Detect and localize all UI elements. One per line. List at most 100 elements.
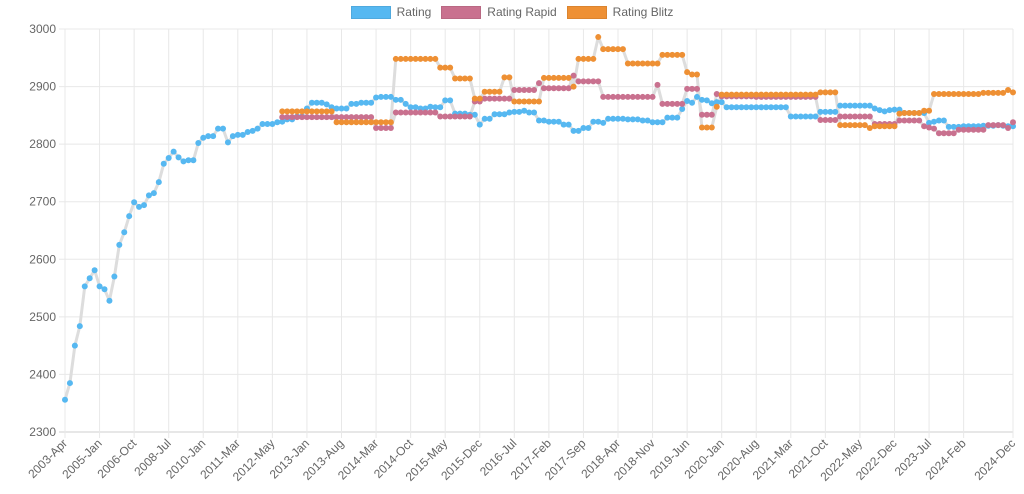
data-point-rating-blitz: [980, 89, 987, 96]
data-point-rating: [71, 342, 78, 349]
data-point-rating-blitz: [368, 119, 375, 126]
data-point-rating-rapid: [847, 113, 854, 120]
data-point-rating: [481, 115, 488, 122]
data-point-rating-blitz: [916, 110, 923, 117]
data-point-rating-blitz: [876, 123, 883, 130]
data-point-rating-rapid: [452, 113, 459, 120]
data-point-rating-blitz: [698, 124, 705, 131]
data-point-rating-rapid: [866, 113, 873, 120]
data-point-rating-rapid: [896, 117, 903, 124]
data-point-rating: [674, 114, 681, 121]
legend-item-rating-rapid[interactable]: Rating Rapid: [441, 5, 557, 19]
data-point-rating: [86, 275, 93, 282]
data-point-rating-blitz: [550, 74, 557, 81]
data-point-rating: [560, 121, 567, 128]
data-point-rating: [629, 116, 636, 123]
data-point-rating-blitz: [442, 64, 449, 71]
data-point-rating-blitz: [412, 55, 419, 62]
data-point-rating: [881, 108, 888, 115]
data-point-rating-blitz: [397, 55, 404, 62]
data-point-rating: [180, 158, 187, 165]
data-point-rating-rapid: [323, 114, 330, 121]
data-point-rating: [81, 283, 88, 290]
data-point-rating-blitz: [466, 75, 473, 82]
data-point-rating-rapid: [545, 85, 552, 92]
data-point-rating-rapid: [516, 87, 523, 94]
legend-label: Rating Blitz: [612, 5, 674, 19]
data-point-rating-rapid: [590, 78, 597, 85]
data-point-rating-blitz: [313, 108, 320, 115]
y-tick-label: 2400: [29, 367, 56, 381]
data-point-rating-blitz: [703, 124, 710, 131]
data-point-rating-blitz: [452, 75, 459, 82]
data-point-rating: [575, 127, 582, 134]
data-point-rating-blitz: [353, 119, 360, 126]
data-point-rating-blitz: [837, 122, 844, 129]
data-point-rating: [66, 380, 73, 387]
data-point-rating: [526, 109, 533, 116]
data-point-rating: [274, 119, 281, 126]
data-point-rating-rapid: [368, 114, 375, 121]
data-point-rating: [229, 133, 236, 140]
data-point-rating-blitz: [832, 89, 839, 96]
data-point-rating-blitz: [619, 46, 626, 53]
data-point-rating-blitz: [382, 119, 389, 126]
data-point-rating-blitz: [471, 95, 478, 102]
data-point-rating-rapid: [861, 113, 868, 120]
data-point-rating-blitz: [881, 123, 888, 130]
data-point-rating-blitz: [303, 108, 310, 115]
data-point-rating-blitz: [787, 91, 794, 98]
data-point-rating: [669, 114, 676, 121]
y-tick-label: 2300: [29, 425, 56, 439]
data-point-rating-blitz: [343, 119, 350, 126]
data-point-rating: [807, 113, 814, 120]
legend-item-rating[interactable]: Rating: [350, 5, 431, 19]
data-point-rating-blitz: [985, 89, 992, 96]
data-point-rating: [427, 103, 434, 110]
data-point-rating-rapid: [308, 114, 315, 121]
data-point-rating: [827, 108, 834, 115]
data-point-rating: [378, 93, 384, 100]
data-point-rating: [797, 113, 804, 120]
data-point-rating-blitz: [718, 91, 725, 98]
data-point-rating: [160, 160, 167, 167]
data-point-rating-blitz: [822, 89, 829, 96]
data-point-rating: [856, 102, 863, 109]
data-point-rating: [748, 104, 755, 111]
legend-item-rating-blitz[interactable]: Rating Blitz: [566, 5, 674, 19]
data-point-rating-rapid: [501, 95, 508, 102]
data-point-rating: [703, 97, 710, 104]
data-point-rating: [264, 120, 271, 127]
data-point-rating-blitz: [437, 64, 444, 71]
series-line-0: [63, 95, 1013, 401]
data-point-rating-rapid: [926, 124, 933, 131]
data-point-rating-blitz: [940, 91, 947, 98]
data-point-rating: [615, 115, 621, 122]
data-point-rating: [121, 229, 128, 236]
data-point-rating-rapid: [639, 93, 646, 100]
data-point-rating: [545, 118, 552, 125]
data-point-rating: [131, 199, 138, 206]
data-point-rating: [555, 118, 562, 125]
data-point-rating-blitz: [308, 108, 315, 115]
data-point-rating: [313, 99, 320, 106]
data-point-rating: [871, 105, 878, 112]
data-point-rating: [407, 104, 414, 111]
data-point-rating-blitz: [842, 122, 849, 129]
data-point-rating-rapid: [842, 113, 849, 120]
data-point-rating: [254, 125, 261, 132]
data-point-rating-blitz: [289, 108, 296, 115]
data-point-rating-blitz: [861, 122, 868, 129]
data-point-rating-rapid: [600, 93, 607, 100]
data-point-rating: [773, 104, 779, 111]
data-point-rating-rapid: [713, 91, 720, 98]
data-point-rating-rapid: [348, 114, 355, 121]
y-tick-label: 3000: [29, 22, 56, 36]
data-point-rating: [165, 154, 172, 161]
data-point-rating: [550, 118, 557, 125]
data-point-rating-blitz: [328, 108, 335, 115]
data-point-rating: [195, 139, 202, 146]
data-point-rating: [402, 100, 409, 107]
data-point-rating: [343, 105, 350, 112]
data-point-rating-blitz: [950, 91, 957, 98]
